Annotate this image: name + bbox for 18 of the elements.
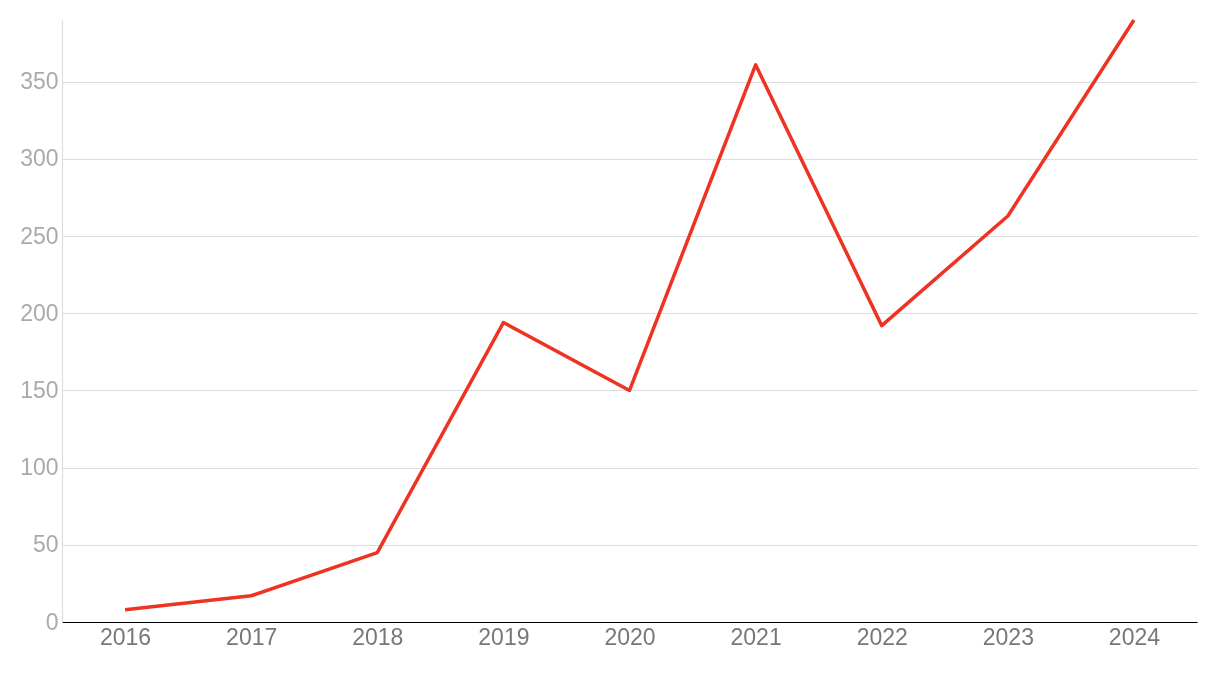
y-tick-label: 300 (20, 145, 59, 172)
x-tick-label: 2019 (478, 623, 530, 650)
x-tick-label: 2017 (226, 623, 278, 650)
y-tick-label: 50 (32, 531, 59, 558)
y-tick-label: 200 (20, 299, 59, 326)
x-tick-label: 2023 (982, 623, 1034, 650)
line-series (123, 18, 1136, 612)
x-tick-label: 2024 (1108, 623, 1161, 650)
y-tick-label: 250 (20, 222, 59, 249)
y-tick-label: 0 (45, 608, 59, 635)
x-tick-label: 2021 (730, 623, 782, 650)
x-tick-label: 2016 (99, 623, 152, 650)
x-tick-label: 2022 (856, 623, 908, 650)
y-tick-label: 350 (20, 68, 59, 95)
y-tick-label: 150 (20, 376, 59, 403)
y-tick-label: 100 (20, 454, 59, 481)
x-tick-label: 2018 (352, 623, 404, 650)
x-tick-label: 2020 (604, 623, 656, 650)
